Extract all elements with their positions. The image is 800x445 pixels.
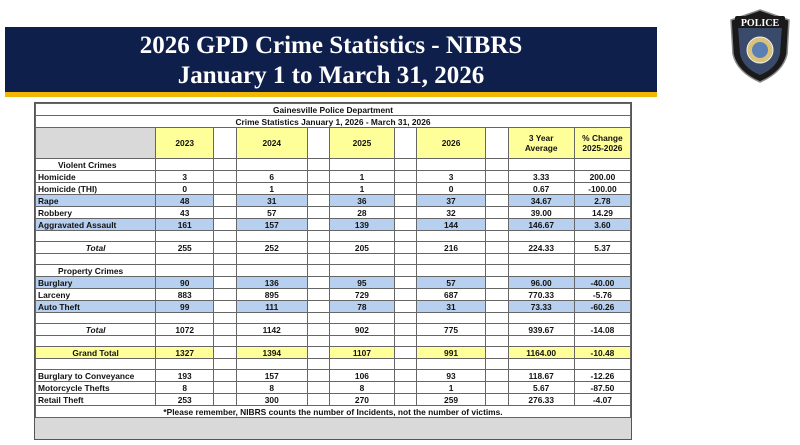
badge-label: POLICE — [741, 18, 780, 29]
table-row-rape: Rape 48 31 36 37 34.67 2.78 — [34, 194, 632, 207]
table-row-aggravated-assault: Aggravated Assault 161 157 139 144 146.6… — [34, 218, 632, 231]
crime-statistics-sheet: Gainesville Police Department Crime Stat… — [34, 102, 632, 440]
banner-title: 2026 GPD Crime Statistics - NIBRS — [139, 32, 523, 59]
header-2023: 2023 — [155, 127, 215, 159]
crime-statistics-table: Gainesville Police Department Crime Stat… — [34, 103, 632, 418]
table-row-motorcycle-thefts: Motorcycle Thefts 8 8 8 1 5.67 -87.50 — [34, 381, 632, 394]
banner-gold-stripe — [5, 92, 657, 97]
table-row-auto-theft: Auto Theft 99 111 78 31 73.33 -60.26 — [34, 300, 632, 313]
table-row-burglary-to-conveyance: Burglary to Conveyance 193 157 106 93 11… — [34, 369, 632, 382]
footnote: *Please remember, NIBRS counts the numbe… — [35, 405, 631, 418]
title-banner: 2026 GPD Crime Statistics - NIBRS Januar… — [5, 27, 657, 92]
header-percent-change: % Change 2025-2026 — [573, 127, 632, 159]
table-row-larceny: Larceny 883 895 729 687 770.33 -5.76 — [34, 288, 632, 301]
police-badge-icon: POLICE — [730, 9, 790, 83]
table-row-homicide: Homicide 3 6 1 3 3.33 200.00 — [34, 170, 632, 183]
header-row: 2023 2024 2025 2026 3 Year Average % Chan… — [34, 127, 632, 159]
table-row-violent-total: Total 255 252 205 216 224.33 5.37 — [34, 241, 632, 254]
table-row-burglary: Burglary 90 136 95 57 96.00 -40.00 — [34, 276, 632, 289]
header-3yr-average: 3 Year Average — [507, 127, 575, 159]
period-title: Crime Statistics January 1, 2026 - March… — [35, 115, 631, 128]
header-2024: 2024 — [236, 127, 308, 159]
table-row-property-total: Total 1072 1142 902 775 939.67 -14.08 — [34, 323, 632, 336]
table-row-retail-theft: Retail Theft 253 300 270 259 276.33 -4.0… — [34, 393, 632, 406]
table-row-homicide-thi: Homicide (THI) 0 1 1 0 0.67 -100.00 — [34, 182, 632, 195]
section-property-crimes: Property Crimes — [34, 264, 157, 277]
header-2025: 2025 — [329, 127, 395, 159]
org-title: Gainesville Police Department — [35, 103, 631, 116]
table-row-robbery: Robbery 43 57 28 32 39.00 14.29 — [34, 206, 632, 219]
section-violent-crimes: Violent Crimes — [34, 158, 157, 171]
banner-subtitle: January 1 to March 31, 2026 — [177, 62, 485, 89]
table-row-grand-total: Grand Total 1327 1394 1107 991 1164.00 -… — [34, 346, 632, 359]
header-2026: 2026 — [416, 127, 486, 159]
